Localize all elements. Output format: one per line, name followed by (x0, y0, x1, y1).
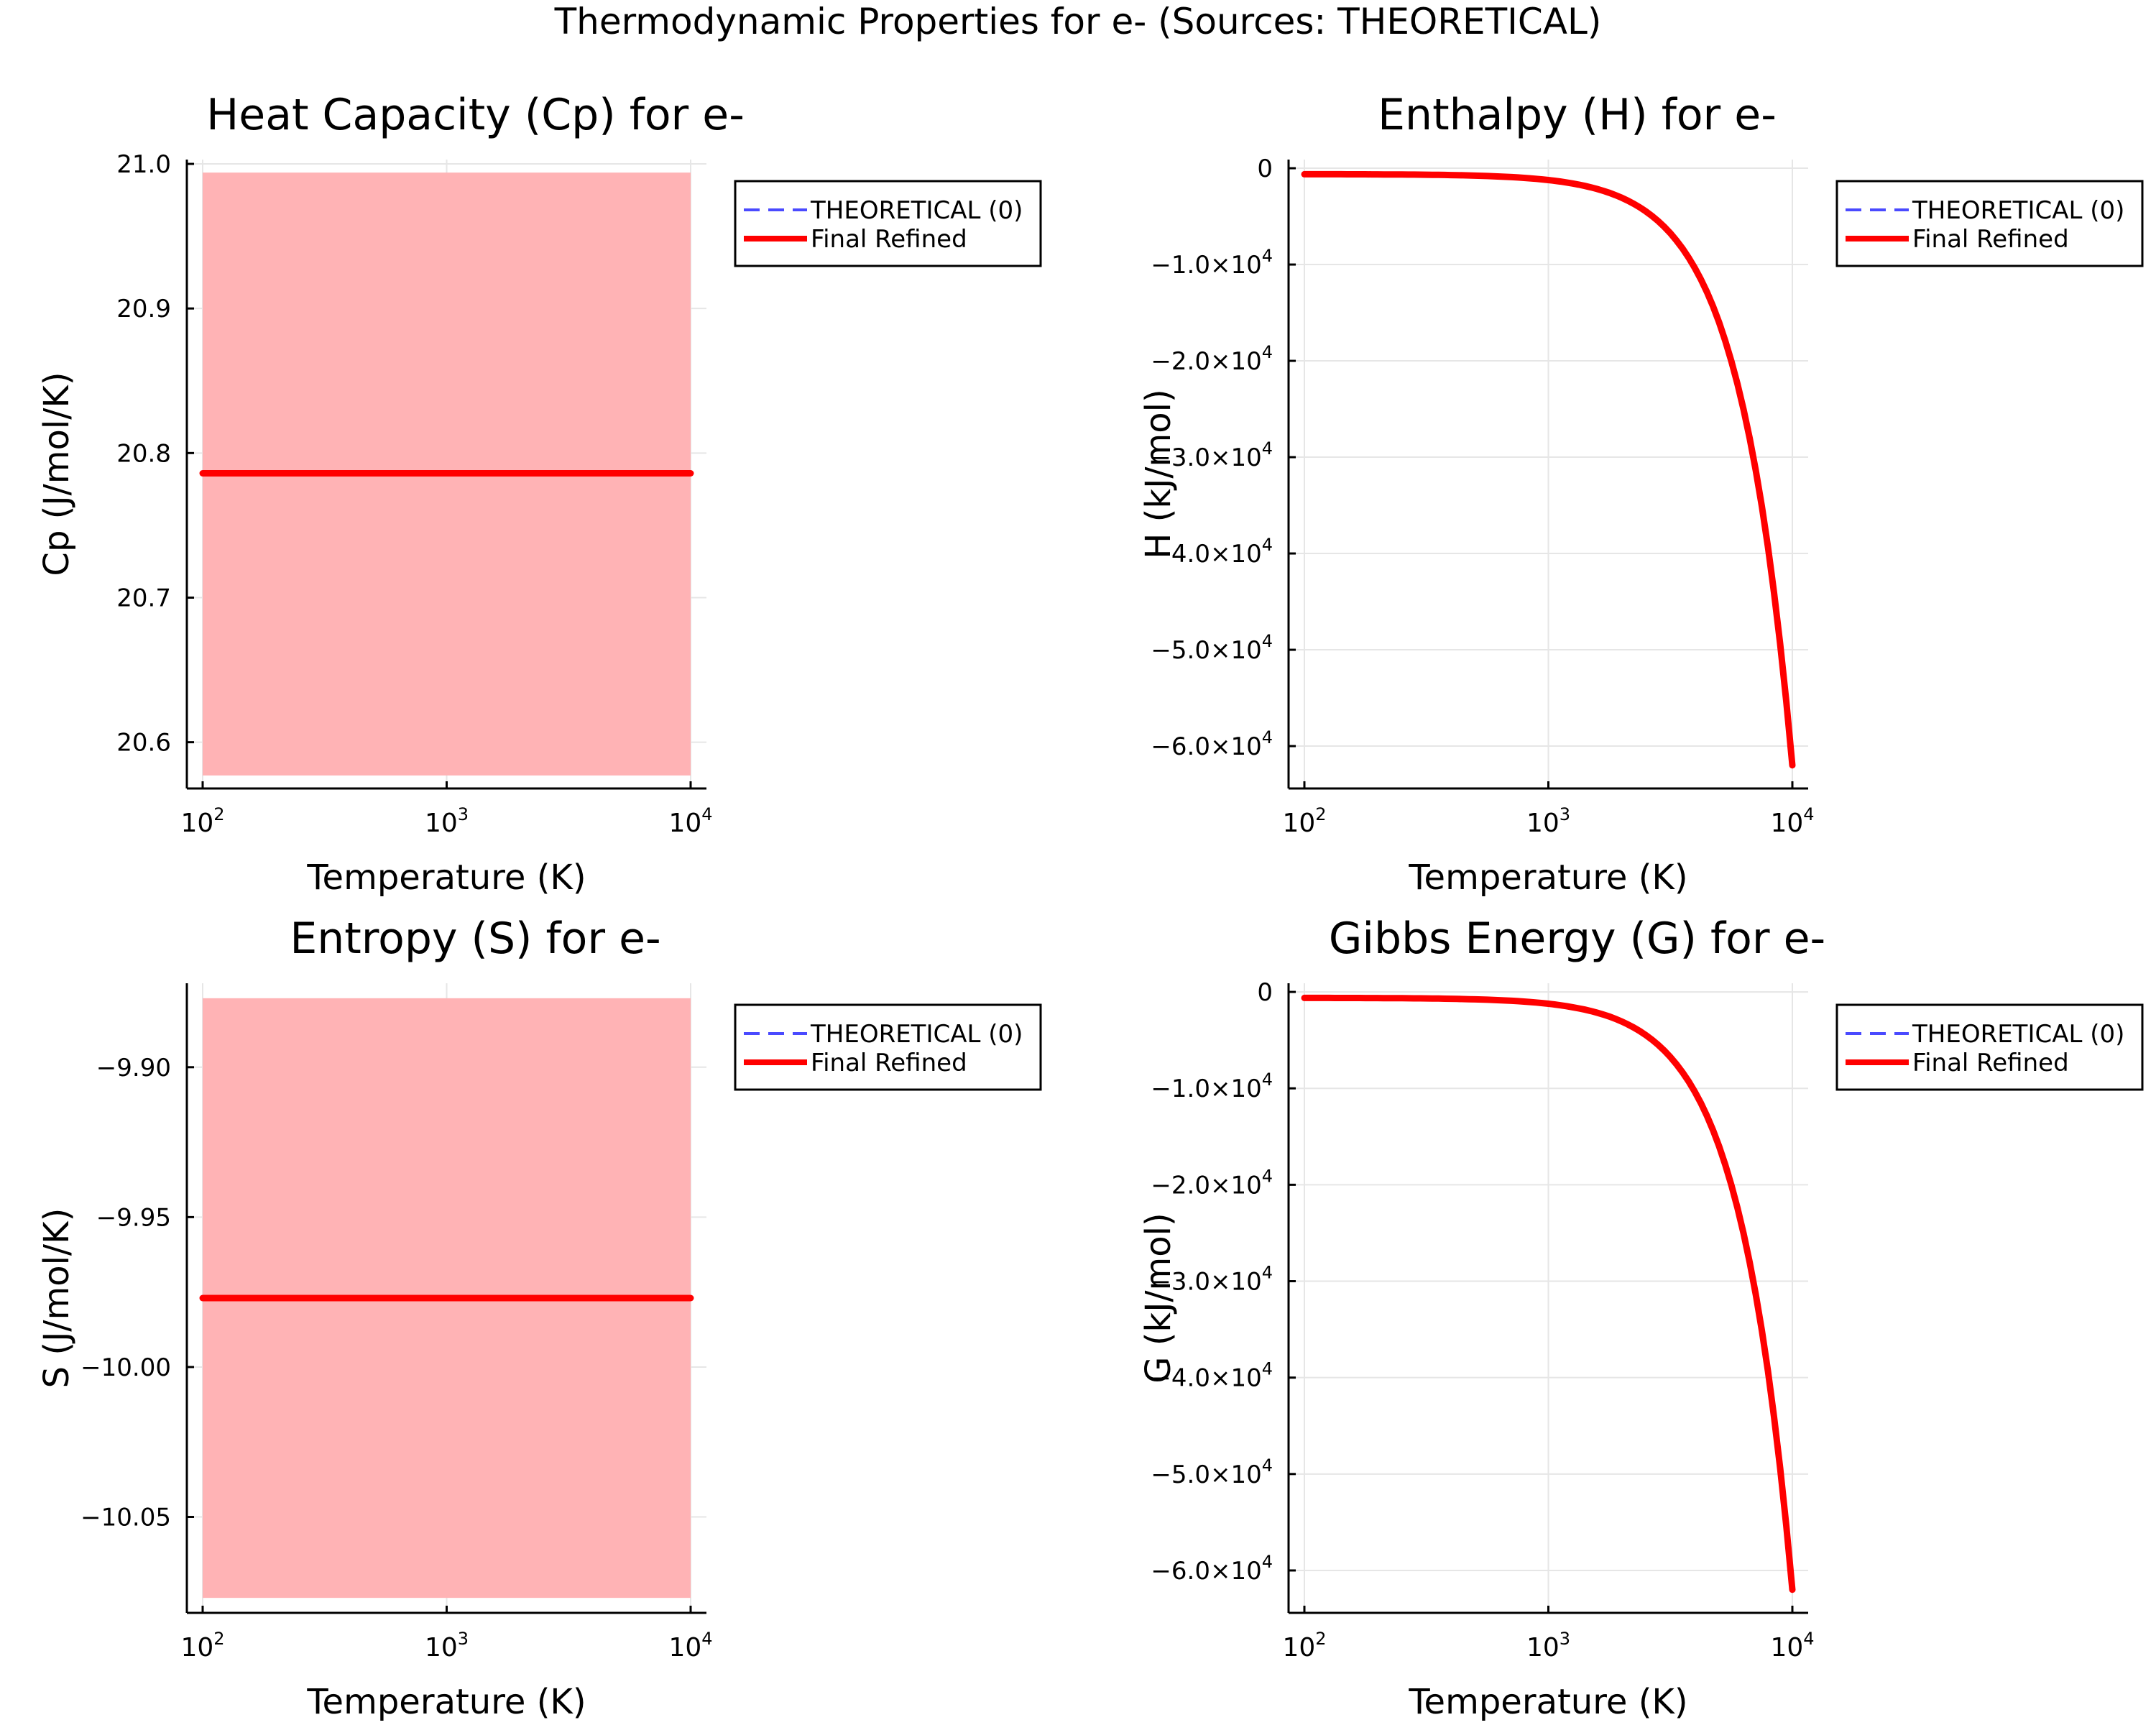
legend-label: Final Refined (1912, 225, 2069, 254)
x-tick-label: 104 (668, 1629, 712, 1662)
chart-panel-2: 102 103 104 0 −1.0×104 −2.0×104 −3.0×104 −4.0×1… (1138, 90, 2144, 898)
y-tick-label: −3.0×104 (1151, 438, 1273, 472)
x-tick-label: 104 (1770, 804, 1814, 838)
legend: THEORETICAL (0)Final Refined (1835, 1003, 2144, 1091)
legend-label: THEORETICAL (0) (1912, 196, 2124, 225)
y-tick-label: 20.6 (116, 729, 171, 758)
y-tick-label: −1.0×104 (1151, 246, 1273, 280)
x-tick-label: 103 (1526, 804, 1570, 838)
y-tick-label: 0 (1257, 978, 1273, 1007)
legend: THEORETICAL (0)Final Refined (734, 1003, 1042, 1091)
y-tick-label: 20.7 (116, 584, 171, 612)
y-tick-label: −4.0×104 (1151, 1359, 1273, 1393)
y-tick-label: 20.9 (116, 295, 171, 323)
y-axis-label: Cp (J/mol/K) (37, 372, 77, 576)
legend-label: Final Refined (1912, 1049, 2069, 1077)
series-final-refined-line (1301, 994, 1796, 1593)
y-tick-label: −9.90 (96, 1054, 171, 1082)
legend-label: THEORETICAL (0) (810, 196, 1023, 225)
series-final-refined-line (1301, 170, 1796, 769)
legend: THEORETICAL (0)Final Refined (1835, 180, 2144, 267)
y-tick-label: −1.0×104 (1151, 1070, 1273, 1103)
x-tick-label: 102 (180, 1629, 224, 1662)
x-tick-label: 102 (1282, 804, 1326, 838)
y-tick-label: −6.0×104 (1151, 727, 1273, 761)
y-tick-label: −5.0×104 (1151, 1455, 1273, 1489)
y-tick-label: −2.0×104 (1151, 1166, 1273, 1200)
y-tick-label: 21.0 (116, 150, 171, 179)
y-tick-label: 20.8 (116, 439, 171, 468)
x-tick-label: 103 (1526, 1629, 1570, 1662)
x-axis-label: Temperature (K) (1408, 1682, 1687, 1722)
x-axis-label: Temperature (K) (306, 1682, 586, 1722)
x-tick-label: 102 (1282, 1629, 1326, 1662)
y-tick-label: −3.0×104 (1151, 1263, 1273, 1297)
y-axis-label: S (J/mol/K) (37, 1208, 77, 1389)
chart-title: Heat Capacity (Cp) for e- (206, 90, 745, 140)
legend-box (1835, 180, 2144, 267)
y-tick-label: −6.0×104 (1151, 1552, 1273, 1586)
y-tick-label: −10.00 (80, 1353, 171, 1382)
x-tick-label: 103 (425, 804, 469, 838)
y-tick-label: −9.95 (96, 1203, 171, 1232)
chart-title: Gibbs Energy (G) for e- (1329, 914, 1825, 964)
y-tick-label: 0 (1257, 155, 1273, 183)
figure-suptitle: Thermodynamic Properties for e- (Sources… (554, 1, 1602, 42)
legend-box (734, 180, 1042, 267)
legend-label: THEORETICAL (0) (810, 1020, 1023, 1049)
x-tick-label: 103 (425, 1629, 469, 1662)
legend-label: Final Refined (811, 1049, 967, 1077)
chart-title: Entropy (S) for e- (290, 914, 660, 964)
x-tick-label: 104 (668, 804, 712, 838)
legend-label: Final Refined (811, 225, 967, 254)
y-axis-label: H (kJ/mol) (1138, 389, 1179, 558)
legend-box (734, 1003, 1042, 1091)
legend: THEORETICAL (0)Final Refined (734, 180, 1042, 267)
x-tick-label: 104 (1770, 1629, 1814, 1662)
y-tick-label: −2.0×104 (1151, 342, 1273, 376)
x-axis-label: Temperature (K) (306, 857, 586, 898)
x-tick-label: 102 (180, 804, 224, 838)
y-axis-label: G (kJ/mol) (1138, 1213, 1179, 1384)
chart-title: Enthalpy (H) for e- (1378, 90, 1777, 140)
chart-panel-3: 102 103 104 −9.90 −9.95 −10.00 −10.05 Entropy (… (37, 914, 1042, 1722)
legend-label: THEORETICAL (0) (1912, 1020, 2124, 1049)
x-axis-label: Temperature (K) (1408, 857, 1687, 898)
chart-panel-4: 102 103 104 0 −1.0×104 −2.0×104 −3.0×104 −4.0×1… (1138, 914, 2144, 1722)
y-tick-label: −4.0×104 (1151, 535, 1273, 569)
chart-panel-1: 102 103 104 20.6 20.7 20.8 20.9 21.0 Heat Capaci… (37, 90, 1042, 898)
legend-box (1835, 1003, 2144, 1091)
y-tick-label: −10.05 (80, 1504, 171, 1532)
y-tick-label: −5.0×104 (1151, 631, 1273, 665)
